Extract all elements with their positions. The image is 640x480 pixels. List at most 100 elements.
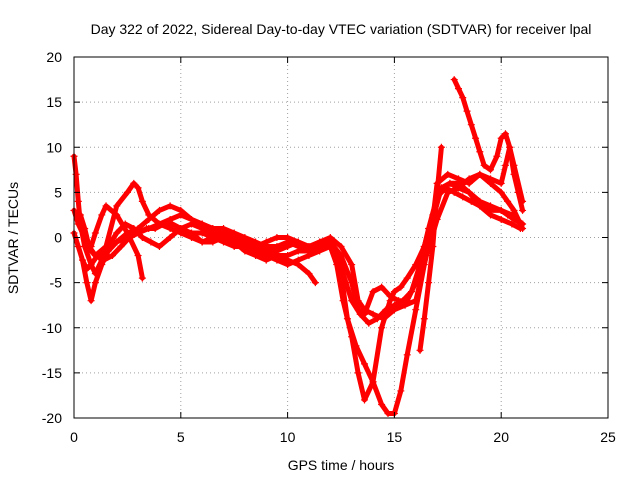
data-point (429, 243, 437, 251)
series-group (70, 76, 527, 417)
data-point (487, 206, 495, 214)
data-point (354, 369, 362, 377)
data-point (497, 179, 505, 187)
data-point (514, 188, 522, 196)
data-point (476, 170, 484, 178)
data-point (91, 252, 99, 260)
x-axis-label: GPS time / hours (288, 457, 395, 473)
data-point (467, 121, 475, 129)
data-point (284, 256, 292, 264)
series-7-line (88, 203, 145, 281)
data-point (262, 256, 270, 264)
x-tick-label: 10 (280, 429, 296, 445)
x-tick-label: 25 (600, 429, 616, 445)
data-point (311, 279, 319, 287)
data-point (177, 229, 185, 237)
data-point (510, 206, 518, 214)
data-point (83, 279, 91, 287)
data-point (209, 238, 217, 246)
data-point (123, 188, 131, 196)
y-tick-label: -15 (42, 365, 62, 381)
data-point (378, 283, 386, 291)
data-point (422, 252, 430, 260)
data-point (87, 261, 95, 269)
data-point (510, 215, 518, 223)
data-point (316, 238, 324, 246)
data-point (501, 161, 509, 169)
data-point (198, 220, 206, 228)
data-point (369, 288, 377, 296)
series-5-line (71, 144, 526, 322)
data-point (123, 229, 131, 237)
axis-ticks: 0 5 10 15 20 25 -20 -15 -10 -5 0 5 10 15 20 (42, 49, 616, 445)
data-point (305, 243, 313, 251)
data-point (284, 234, 292, 241)
data-point (378, 400, 386, 408)
data-point (416, 346, 424, 354)
data-point (74, 243, 82, 251)
data-point (151, 224, 159, 232)
data-point (262, 238, 270, 246)
data-point (187, 215, 195, 223)
data-point (454, 184, 462, 192)
data-point (91, 279, 99, 287)
data-point (138, 197, 146, 205)
data-point (510, 170, 518, 178)
data-point (459, 94, 467, 102)
y-tick-label: 0 (54, 230, 62, 246)
data-point (343, 315, 351, 323)
data-point (81, 234, 89, 241)
data-point (177, 206, 185, 214)
data-point (454, 85, 462, 93)
data-point (273, 234, 281, 241)
data-point (155, 206, 163, 214)
data-point (397, 387, 405, 395)
data-point (433, 188, 441, 196)
data-point (401, 301, 409, 309)
data-point (369, 310, 377, 318)
data-point (337, 243, 345, 251)
data-point (230, 238, 238, 246)
data-point (420, 315, 428, 323)
data-point (403, 274, 411, 282)
data-point (493, 152, 501, 160)
data-point (98, 261, 106, 269)
data-point (360, 306, 368, 314)
data-point (442, 184, 450, 192)
data-point (348, 261, 356, 269)
data-point (91, 229, 99, 237)
x-tick-label: 5 (177, 429, 185, 445)
data-point (352, 342, 360, 350)
series-8-line (451, 77, 526, 213)
data-point (294, 238, 302, 246)
data-point (104, 247, 112, 255)
data-point (390, 306, 398, 314)
data-point (519, 206, 527, 214)
data-point (187, 229, 195, 237)
data-point (480, 161, 488, 169)
data-point (497, 134, 505, 142)
data-point (130, 179, 138, 187)
data-point (74, 220, 82, 228)
data-point (273, 243, 281, 251)
series-6-line (417, 144, 444, 353)
data-point (209, 224, 217, 232)
data-point (113, 211, 121, 219)
series-2-line (77, 180, 523, 403)
data-point (348, 297, 356, 305)
data-point (504, 211, 512, 219)
data-point (519, 220, 527, 228)
data-point (166, 202, 174, 210)
data-point (87, 297, 95, 305)
data-point (339, 270, 347, 278)
data-point (294, 261, 302, 269)
data-point (108, 252, 116, 260)
series-4-line (80, 185, 526, 326)
data-point (117, 243, 125, 251)
data-point (241, 247, 249, 255)
data-point (220, 234, 228, 241)
y-tick-label: -10 (42, 320, 62, 336)
data-point (155, 243, 163, 251)
data-point (369, 378, 377, 386)
data-point (74, 197, 82, 205)
